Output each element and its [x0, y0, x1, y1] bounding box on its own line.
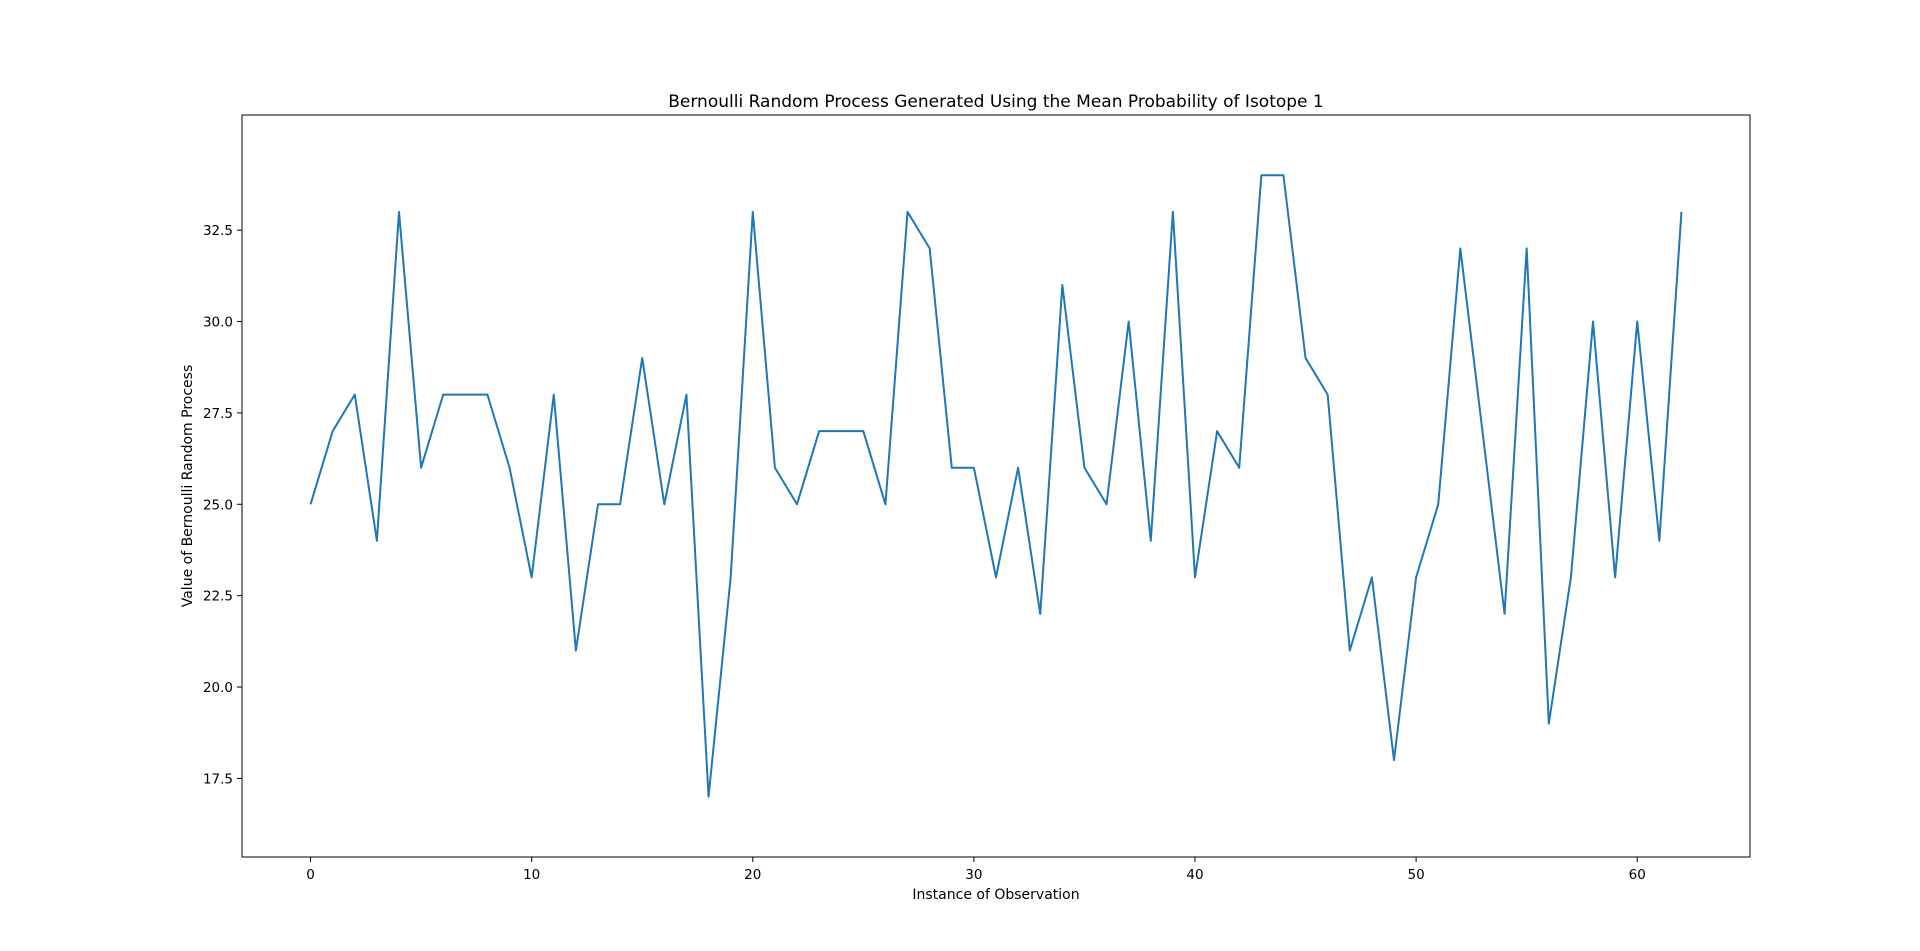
y-tick-label: 25.0 — [203, 497, 233, 513]
x-tick-label: 40 — [1186, 867, 1203, 883]
y-tick-label: 32.5 — [203, 223, 233, 239]
plot-area — [309, 174, 1683, 798]
y-tick-label: 17.5 — [203, 771, 233, 787]
x-tick-label: 0 — [306, 867, 315, 883]
x-tick-label: 50 — [1408, 867, 1425, 883]
x-tick-label: 60 — [1629, 867, 1646, 883]
x-tick-label: 10 — [523, 867, 540, 883]
y-tick-label: 20.0 — [203, 680, 233, 696]
x-tick-label: 30 — [965, 867, 982, 883]
y-tick-label: 22.5 — [203, 589, 233, 605]
y-axis: 17.5 20.0 22.5 25.0 27.5 30.0 32.5 — [203, 223, 242, 787]
x-tick-label: 20 — [744, 867, 761, 883]
series-line-0 — [309, 174, 1683, 798]
axes-frame — [241, 114, 1751, 858]
x-axis-label: Instance of Observation — [912, 887, 1079, 903]
y-axis-label: Value of Bernoulli Random Process — [180, 365, 196, 608]
chart-title: Bernoulli Random Process Generated Using… — [668, 92, 1324, 112]
y-tick-label: 27.5 — [203, 406, 233, 422]
x-axis: 0 10 20 30 40 50 60 — [306, 857, 1646, 883]
y-tick-label: 30.0 — [203, 315, 233, 331]
